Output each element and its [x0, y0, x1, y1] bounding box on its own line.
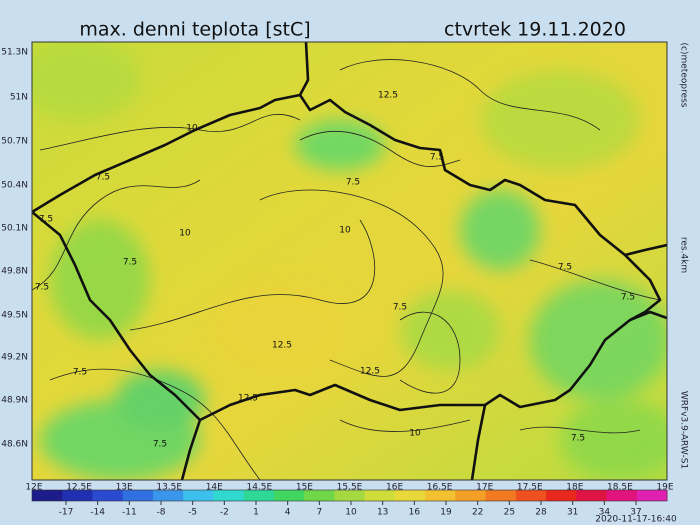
longitude-label: 16E: [386, 483, 403, 493]
longitude-label: 15.5E: [337, 483, 363, 493]
contour-label: 7.5: [123, 258, 137, 268]
colorbar-frame: [31, 489, 668, 502]
latitude-label: 51.3N: [1, 48, 28, 58]
contour-label: 10: [186, 124, 198, 134]
contour-label: 7.5: [153, 440, 167, 450]
contour-label: 12.5: [272, 341, 292, 351]
contour-label: 7.5: [571, 434, 585, 444]
longitude-label: 14.5E: [246, 483, 272, 493]
colorbar-segment: [273, 490, 305, 501]
latitude-label: 49.2N: [1, 353, 28, 363]
longitude-label: 15E: [296, 483, 313, 493]
colorbar-tick-label: 34: [599, 508, 611, 518]
longitude-label: 18.5E: [607, 483, 633, 493]
colorbar-tick-label: 16: [409, 508, 421, 518]
colorbar-tick-label: 22: [472, 508, 483, 518]
colorbar-tick-label: -8: [157, 508, 166, 518]
colorbar-tick-label: 37: [630, 508, 641, 518]
colorbar-segment: [32, 490, 63, 501]
colorbar-segment: [364, 490, 396, 501]
contour-label: 7.5: [393, 303, 407, 313]
colorbar-tick-label: -5: [188, 508, 197, 518]
colorbar-segment: [122, 490, 154, 501]
latitude-label: 51N: [10, 93, 28, 103]
contour-label: 7.5: [96, 173, 110, 183]
colorbar-segment: [62, 490, 93, 501]
latitude-label: 50.1N: [1, 224, 28, 234]
longitude-label: 14E: [206, 483, 223, 493]
colorbar-segment: [546, 490, 577, 501]
map-area: 12.5 10 7.5 7.5 7.5 7.5 10 10 7.5 7.5 7.5 7.5 7.5 12.…: [32, 42, 667, 480]
colorbar-segment: [92, 490, 124, 501]
longitude-label: 17.5E: [517, 483, 543, 493]
longitude-label: 17E: [476, 483, 493, 493]
contour-label: 10: [339, 226, 351, 236]
colorbar-segment: [213, 490, 245, 501]
contour-label: 7.5: [621, 293, 635, 303]
map-title: max. denni teplota [stC]: [79, 19, 310, 41]
colorbar-segment: [515, 490, 547, 501]
colorbar-tick-label: 10: [345, 508, 357, 518]
latitude-label: 49.8N: [1, 267, 28, 277]
longitude-label: 19E: [656, 483, 673, 493]
longitude-label: 13E: [116, 483, 133, 493]
colorbar-tick-label: -17: [59, 508, 74, 518]
contour-label: 12.5: [238, 394, 258, 404]
longitude-label: 16.5E: [427, 483, 453, 493]
contour-lines: [32, 59, 661, 480]
colorbar-tick-label: -2: [220, 508, 229, 518]
latitude-label: 48.9N: [1, 396, 28, 406]
copyright: (c)meteopress: [679, 43, 689, 108]
colorbar-tick-label: -11: [122, 508, 137, 518]
colorbar-segment: [243, 490, 275, 501]
colorbar-segment: [394, 490, 426, 501]
country-borders: [32, 42, 667, 480]
colorbar-tick-label: 28: [535, 508, 547, 518]
latitude-label: 48.6N: [1, 440, 28, 450]
colorbar-tick-label: 25: [504, 508, 515, 518]
colorbar-tick-label: 7: [316, 508, 322, 518]
colorbar-segment: [455, 490, 487, 501]
contour-label: 7.5: [73, 368, 87, 378]
longitude-label: 12.5E: [66, 483, 92, 493]
contour-label: 12.5: [378, 91, 398, 101]
resolution: res.4km: [679, 237, 689, 273]
colorbar-tick-label: 13: [377, 508, 388, 518]
temperature-field: [32, 42, 667, 480]
colorbar-segment: [636, 490, 668, 501]
colorbar-tick-label: 31: [567, 508, 578, 518]
longitude-label: 12E: [25, 483, 42, 493]
contour-label: 7.5: [39, 215, 53, 225]
colorbar-tick-label: 1: [253, 508, 259, 518]
colorbar-segment: [485, 490, 517, 501]
colorbar-segment: [606, 490, 638, 501]
longitude-label: 13.5E: [156, 483, 182, 493]
colorbar-segment: [576, 490, 608, 501]
colorbar-tick-label: -14: [90, 508, 105, 518]
latitude-label: 49.5N: [1, 311, 28, 321]
contour-label: 7.5: [35, 283, 49, 293]
colorbar-segment: [334, 490, 366, 501]
latitude-label: 50.4N: [1, 181, 28, 191]
map-frame: [31, 41, 668, 481]
contour-label: 12.5: [360, 367, 380, 377]
colorbar-segment: [425, 490, 456, 501]
colorbar-tick-label: 4: [285, 508, 291, 518]
colorbar-segment: [304, 490, 335, 501]
model-name: WRFv3.9-ARW-S1: [679, 391, 689, 469]
colorbar-segment: [183, 490, 214, 501]
contour-label: 10: [409, 429, 421, 439]
longitude-label: 18E: [566, 483, 583, 493]
map-date: ctvrtek 19.11.2020: [444, 19, 626, 41]
contour-label: 7.5: [346, 178, 360, 188]
colorbar-segment: [152, 490, 184, 501]
contour-label: 10: [179, 229, 191, 239]
contour-label: 7.5: [558, 263, 572, 273]
timestamp: 2020-11-17-16:40: [595, 515, 677, 525]
latitude-label: 50.7N: [1, 137, 28, 147]
colorbar-tick-label: 19: [440, 508, 452, 518]
contour-label: 7.5: [430, 153, 444, 163]
